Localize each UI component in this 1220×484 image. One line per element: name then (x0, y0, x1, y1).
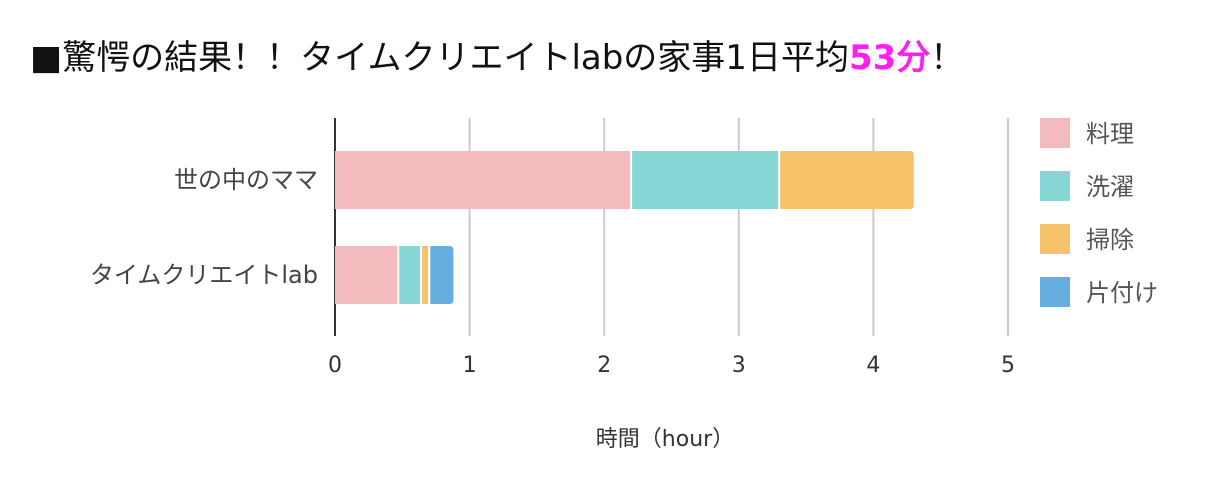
legend-swatch (1040, 224, 1070, 254)
title-suffix: ！ (930, 38, 965, 78)
category-label: 世の中のママ (174, 166, 318, 194)
bar-segment (429, 246, 454, 304)
legend-swatch (1040, 118, 1070, 148)
title-highlight: 53分 (848, 38, 931, 78)
bar-segment (779, 151, 914, 209)
chart-title: ■驚愕の結果！！タイムクリエイトlabの家事1日平均53分！ (30, 38, 964, 79)
x-tick-label: 1 (463, 353, 477, 378)
bar-segment (335, 151, 632, 209)
bar-segment (421, 246, 430, 304)
x-tick-label: 4 (866, 353, 880, 378)
x-tick-label: 5 (1001, 353, 1015, 378)
x-tick-label: 3 (732, 353, 746, 378)
x-axis-title: 時間（hour） (596, 427, 734, 452)
x-tick-label: 2 (597, 353, 611, 378)
legend-label: 洗濯 (1086, 173, 1134, 201)
legend-label: 掃除 (1086, 226, 1134, 254)
legend-swatch (1040, 171, 1070, 201)
bar-segment (631, 151, 780, 209)
bar-segment (335, 246, 399, 304)
legend-label: 片付け (1086, 279, 1158, 307)
bar-segment (398, 246, 422, 304)
category-label: タイムクリエイトlab (90, 261, 318, 289)
legend-label: 料理 (1086, 120, 1134, 148)
legend-swatch (1040, 277, 1070, 307)
title-prefix: ■驚愕の結果！！タイムクリエイトlabの家事1日平均 (30, 38, 849, 78)
x-tick-label: 0 (328, 353, 342, 378)
